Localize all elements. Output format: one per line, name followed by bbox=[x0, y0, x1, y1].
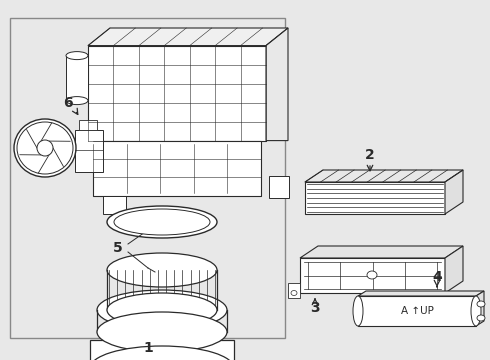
Ellipse shape bbox=[107, 293, 217, 327]
Polygon shape bbox=[300, 246, 463, 258]
Ellipse shape bbox=[97, 290, 227, 330]
Polygon shape bbox=[79, 120, 97, 130]
Polygon shape bbox=[93, 141, 261, 195]
Text: 6: 6 bbox=[63, 96, 73, 110]
Text: A ↑UP: A ↑UP bbox=[400, 306, 434, 316]
Ellipse shape bbox=[14, 119, 76, 177]
Text: 2: 2 bbox=[365, 148, 375, 162]
Polygon shape bbox=[266, 28, 288, 141]
Ellipse shape bbox=[477, 315, 485, 321]
Text: 5: 5 bbox=[113, 241, 123, 255]
Polygon shape bbox=[288, 283, 300, 298]
Ellipse shape bbox=[291, 291, 297, 296]
Ellipse shape bbox=[97, 312, 227, 352]
Polygon shape bbox=[103, 195, 126, 213]
Ellipse shape bbox=[114, 209, 210, 235]
Polygon shape bbox=[66, 55, 88, 100]
Ellipse shape bbox=[471, 296, 481, 326]
Polygon shape bbox=[305, 170, 463, 182]
Polygon shape bbox=[445, 246, 463, 293]
Ellipse shape bbox=[66, 51, 88, 60]
Polygon shape bbox=[358, 296, 476, 326]
Ellipse shape bbox=[353, 296, 363, 326]
Text: 1: 1 bbox=[143, 341, 153, 355]
Ellipse shape bbox=[107, 253, 217, 287]
Polygon shape bbox=[445, 170, 463, 214]
Polygon shape bbox=[88, 28, 288, 46]
Polygon shape bbox=[300, 258, 445, 293]
Text: 4: 4 bbox=[432, 270, 442, 284]
Text: 3: 3 bbox=[310, 301, 320, 315]
Polygon shape bbox=[88, 46, 266, 141]
Polygon shape bbox=[476, 291, 484, 326]
Polygon shape bbox=[358, 291, 484, 296]
Ellipse shape bbox=[367, 271, 377, 279]
Ellipse shape bbox=[37, 140, 53, 156]
Polygon shape bbox=[269, 176, 289, 198]
Ellipse shape bbox=[66, 96, 88, 105]
Ellipse shape bbox=[90, 346, 234, 360]
Polygon shape bbox=[90, 340, 234, 360]
Polygon shape bbox=[10, 18, 285, 338]
Ellipse shape bbox=[107, 206, 217, 238]
Ellipse shape bbox=[477, 301, 485, 307]
Polygon shape bbox=[305, 182, 445, 214]
Polygon shape bbox=[75, 130, 103, 172]
